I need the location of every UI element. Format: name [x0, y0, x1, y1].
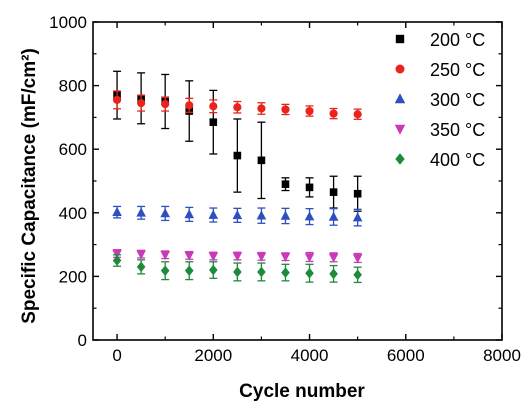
y-tick-label-400: 400 [59, 204, 87, 223]
data-point [353, 269, 362, 281]
data-point [112, 255, 122, 266]
data-point [281, 267, 290, 278]
data-point [304, 211, 315, 221]
data-point [281, 180, 290, 188]
data-point [160, 265, 170, 276]
legend-marker-0 [395, 34, 405, 44]
data-point [137, 98, 146, 108]
data-point [328, 253, 339, 263]
data-point [184, 209, 195, 219]
legend: 200 °C 250 °C 300 °C 350 °C 400 °C [394, 30, 485, 170]
legend-label-4: 400 °C [430, 150, 485, 170]
data-point [136, 250, 146, 260]
legend-marker-2 [394, 93, 406, 104]
data-point [233, 151, 242, 160]
data-point [257, 266, 266, 278]
data-point [257, 104, 266, 113]
data-point [233, 266, 242, 278]
legend-label-2: 300 °C [430, 90, 485, 110]
y-tick-label-0: 0 [78, 331, 87, 350]
data-point [353, 189, 362, 198]
data-point [232, 210, 243, 220]
data-point [208, 264, 218, 276]
data-point [256, 252, 267, 262]
data-point [185, 101, 194, 110]
data-point [352, 212, 363, 222]
x-tick-label-0: 0 [112, 346, 121, 365]
data-point [136, 207, 146, 217]
series-1 [112, 90, 362, 120]
x-tick-label-8000: 8000 [483, 346, 521, 365]
x-tick-label-4000: 4000 [291, 346, 329, 365]
legend-marker-1 [395, 64, 405, 74]
data-point [352, 254, 363, 264]
series-4 [112, 254, 362, 284]
data-point [257, 156, 266, 165]
data-point [160, 208, 170, 218]
data-point [208, 209, 219, 219]
data-point [209, 102, 218, 111]
data-point [136, 261, 146, 273]
data-point [208, 252, 219, 262]
data-point [329, 268, 338, 280]
data-point [305, 267, 314, 279]
data-point [209, 118, 218, 126]
data-point [160, 250, 170, 261]
data-point [281, 105, 290, 114]
data-point [329, 109, 338, 118]
y-tick-label-800: 800 [59, 77, 87, 96]
data-point [112, 206, 122, 216]
series-2 [112, 205, 363, 227]
data-point [233, 103, 242, 112]
data-point [305, 106, 314, 116]
data-point [184, 251, 195, 261]
data-point [161, 99, 170, 109]
plot-area [112, 70, 363, 284]
legend-label-0: 200 °C [430, 30, 485, 50]
data-point [256, 210, 267, 220]
data-point [304, 253, 315, 263]
x-tick-label-2000: 2000 [194, 346, 232, 365]
legend-marker-3 [394, 124, 406, 135]
y-tick-label-1000: 1000 [49, 13, 87, 32]
series-3 [112, 249, 363, 264]
data-point [184, 265, 194, 276]
data-point [232, 252, 243, 262]
legend-label-1: 250 °C [430, 60, 485, 80]
data-point [112, 95, 122, 105]
data-point [305, 183, 314, 192]
y-tick-label-200: 200 [59, 267, 87, 286]
x-tick-label-6000: 6000 [387, 346, 425, 365]
data-point [329, 188, 338, 196]
axes: 0 2000 4000 6000 8000 0 200 400 600 800 1000 [49, 13, 521, 365]
series-0 [113, 70, 362, 212]
y-axis-title: Specific Capacitance (mF/cm²) [19, 48, 40, 324]
data-point [280, 210, 291, 220]
x-axis-title: Cycle number [239, 381, 365, 402]
legend-label-3: 350 °C [430, 120, 485, 140]
data-point [353, 110, 362, 119]
y-tick-label-600: 600 [59, 140, 87, 159]
legend-marker-4 [395, 153, 405, 165]
data-point [328, 211, 339, 221]
data-point [280, 252, 291, 262]
